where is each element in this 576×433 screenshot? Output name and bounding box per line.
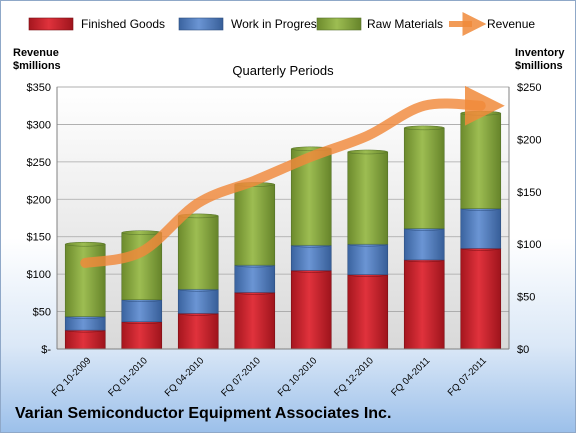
right-tick-label: $50 [517, 292, 535, 304]
bar-raw-materials [403, 127, 445, 229]
legend-item-work-in-progress: Work in Progress [178, 17, 323, 31]
right-axis-title-line2: $millions [515, 60, 563, 72]
bar-work-in-progress [460, 208, 502, 249]
bar-finished-goods [290, 270, 332, 350]
revenue-line [80, 85, 505, 268]
bar-cap-raw-materials [404, 125, 445, 131]
x-tick-label: FQ 04-2011 [389, 355, 432, 398]
left-tick-label: $350 [27, 82, 51, 94]
company-name: Varian Semiconductor Equipment Associate… [15, 405, 392, 422]
bar-raw-materials [234, 184, 276, 266]
legend-label-raw-materials: Raw Materials [367, 17, 443, 31]
x-tick-label: FQ 07-2011 [446, 355, 489, 398]
revenue-line-layer [80, 85, 505, 268]
left-axis-title-line2: $millions [13, 60, 61, 72]
left-tick-label: $50 [33, 307, 51, 319]
left-axis-title-line1: Revenue [13, 47, 59, 59]
x-tick-label: FQ 01-2010 [106, 355, 150, 399]
bar-work-in-progress [121, 299, 163, 323]
left-tick-label: $300 [27, 119, 51, 131]
x-tick-label: FQ 10-2010 [276, 355, 320, 399]
bar-work-in-progress [234, 264, 276, 293]
bar-work-in-progress [290, 244, 332, 271]
x-tick-label: FQ 10-2009 [50, 355, 94, 399]
bar-finished-goods [460, 248, 502, 350]
legend-label-finished-goods: Finished Goods [81, 17, 165, 31]
bar-finished-goods [403, 259, 445, 350]
legend-item-revenue: Revenue [449, 12, 535, 36]
left-tick-label: $200 [27, 194, 51, 206]
right-tick-label: $0 [517, 344, 529, 356]
bar-finished-goods [177, 313, 219, 350]
left-tick-label: $100 [27, 269, 51, 281]
right-axis-title-line1: Inventory [515, 47, 565, 59]
bar-finished-goods [64, 329, 106, 350]
bar-raw-materials [177, 215, 219, 290]
left-tick-label: $150 [27, 232, 51, 244]
right-tick-label: $200 [517, 134, 541, 146]
right-tick-label: $100 [517, 239, 541, 251]
left-tick-label: $250 [27, 157, 51, 169]
x-tick-label: FQ 04-2010 [163, 355, 207, 399]
bar-finished-goods [234, 292, 276, 350]
x-tick-label: FQ 12-2010 [332, 355, 376, 399]
bar-raw-materials [347, 151, 389, 245]
bar-cap-raw-materials [121, 230, 162, 235]
right-tick-label: $250 [517, 82, 541, 94]
bars [64, 110, 502, 350]
bar-cap-raw-materials [347, 149, 388, 155]
bar-cap-raw-materials [65, 241, 106, 247]
bar-finished-goods [121, 321, 163, 350]
left-tick-label: $- [41, 344, 51, 356]
bar-work-in-progress [347, 243, 389, 275]
bar-raw-materials [460, 112, 502, 209]
chart-title: Quarterly Periods [232, 63, 334, 78]
legend-item-raw-materials: Raw Materials [316, 17, 443, 31]
bar-work-in-progress [177, 288, 219, 314]
x-tick-label: FQ 07-2010 [219, 355, 263, 399]
bar-work-in-progress [403, 228, 445, 261]
legend-item-finished-goods: Finished Goods [28, 17, 165, 31]
right-tick-label: $150 [517, 187, 541, 199]
legend-label-revenue: Revenue [487, 17, 535, 31]
bar-raw-materials [64, 243, 106, 317]
legend: Finished Goods Work in Progress Raw Mate… [28, 12, 535, 36]
bar-cap-raw-materials [460, 110, 501, 116]
bar-finished-goods [347, 274, 389, 350]
legend-label-work-in-progress: Work in Progress [231, 17, 323, 31]
